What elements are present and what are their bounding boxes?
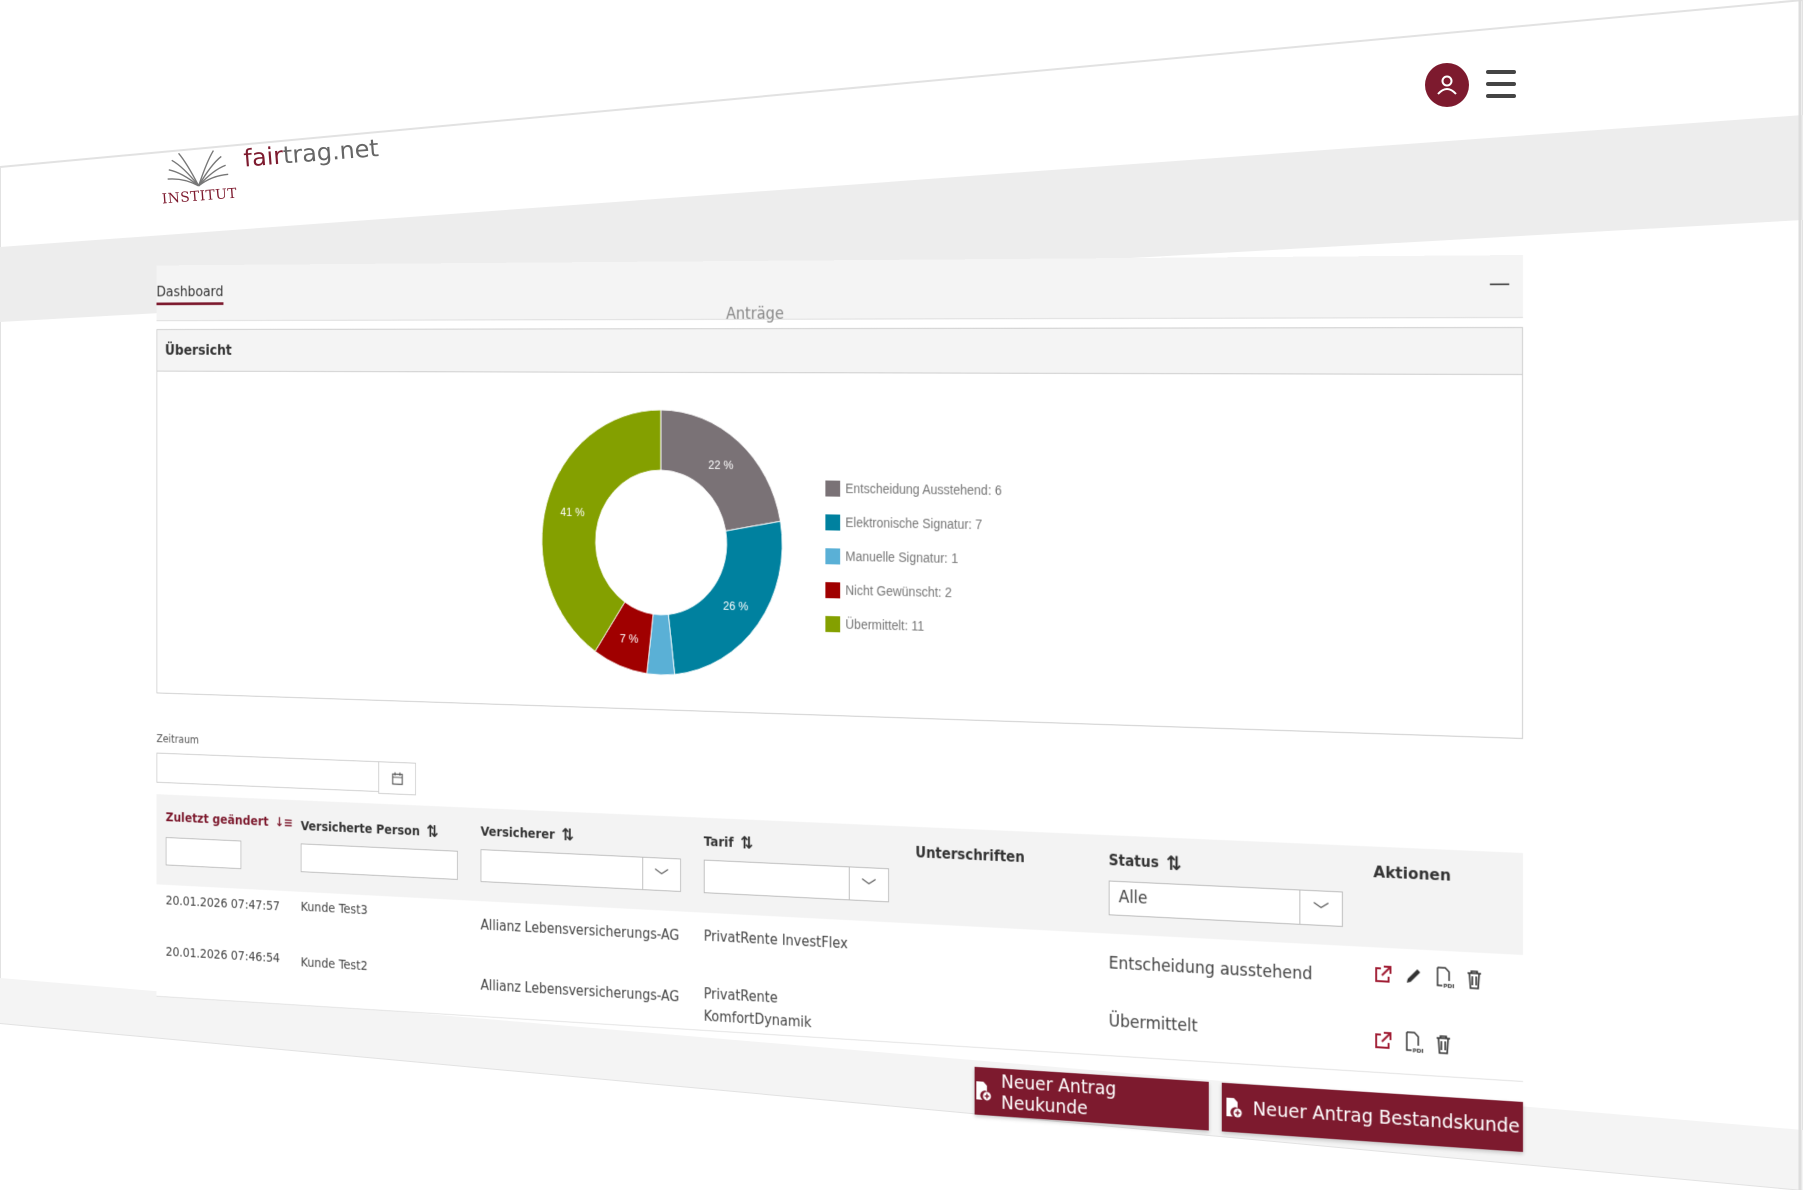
- sort-icon: ⇅: [1166, 851, 1181, 875]
- column-header-tarif[interactable]: Tarif ⇅: [704, 832, 753, 854]
- slice-label: 22 %: [708, 458, 733, 472]
- legend-item[interactable]: Nicht Gewünscht: 2: [825, 573, 1001, 611]
- open-external-icon[interactable]: [1373, 964, 1392, 985]
- slice-label: 41 %: [560, 505, 585, 519]
- legend-item[interactable]: Entscheidung Ausstehend: 6: [825, 471, 1001, 507]
- calendar-icon: [391, 771, 402, 785]
- chart-legend: Entscheidung Ausstehend: 6 Elektronische …: [825, 471, 1001, 645]
- legend-label: Nicht Gewünscht: 2: [845, 583, 952, 601]
- pdf-icon[interactable]: PDF: [1404, 1031, 1423, 1054]
- slice-label: 7 %: [620, 631, 639, 645]
- sort-desc-icon: ↓≡: [275, 815, 293, 830]
- edit-icon[interactable]: [1404, 966, 1423, 987]
- legend-label: Übermittelt: 11: [845, 616, 924, 633]
- zeitraum-label: Zeitraum: [157, 732, 199, 746]
- legend-item[interactable]: Übermittelt: 11: [825, 607, 1001, 646]
- zeitraum-input[interactable]: [157, 753, 380, 792]
- hamburger-icon: [1486, 70, 1516, 74]
- column-header-aktionen: Aktionen: [1373, 862, 1451, 884]
- hamburger-menu-button[interactable]: [1486, 70, 1516, 98]
- legend-swatch: [825, 582, 840, 598]
- filter-zuletzt-geaendert[interactable]: [166, 837, 242, 869]
- open-external-icon[interactable]: [1373, 1030, 1392, 1051]
- dashboard-content: Dashboard — Übersicht Anträge 22 % 26 % 7 …: [157, 255, 1523, 1155]
- pdf-icon[interactable]: PDF: [1435, 966, 1454, 989]
- file-add-icon: [975, 1080, 993, 1102]
- svg-text:PDF: PDF: [1413, 1048, 1424, 1054]
- legend-item[interactable]: Manuelle Signatur: 1: [825, 539, 1001, 576]
- legend-swatch: [825, 514, 840, 530]
- chevron-down-icon: ﹀: [642, 858, 680, 891]
- trash-icon[interactable]: [1435, 1034, 1452, 1055]
- sort-icon: ⇅: [561, 825, 573, 845]
- legend-item[interactable]: Elektronische Signatur: 7: [825, 505, 1001, 542]
- legend-label: Entscheidung Ausstehend: 6: [845, 481, 1001, 498]
- chevron-down-icon: ﹀: [1299, 890, 1342, 925]
- legend-swatch: [825, 616, 840, 632]
- legend-label: Manuelle Signatur: 1: [845, 549, 958, 566]
- trash-icon[interactable]: [1466, 969, 1483, 990]
- user-icon: [1435, 73, 1459, 97]
- calendar-button[interactable]: [378, 761, 416, 795]
- chevron-down-icon: ﹀: [849, 867, 888, 901]
- legend-swatch: [825, 548, 840, 564]
- file-add-icon: [1225, 1097, 1244, 1120]
- svg-text:PDF: PDF: [1443, 983, 1454, 989]
- user-avatar-button[interactable]: [1425, 63, 1469, 107]
- sort-icon: ⇅: [740, 833, 753, 853]
- open-book-icon: [164, 147, 231, 191]
- slice-label: 26 %: [723, 599, 748, 614]
- institut-logo: INSTITUT: [160, 146, 236, 207]
- sort-icon: ⇅: [426, 822, 438, 842]
- legend-label: Elektronische Signatur: 7: [845, 515, 982, 532]
- column-header-status[interactable]: Status ⇅: [1109, 849, 1182, 876]
- legend-swatch: [825, 480, 840, 496]
